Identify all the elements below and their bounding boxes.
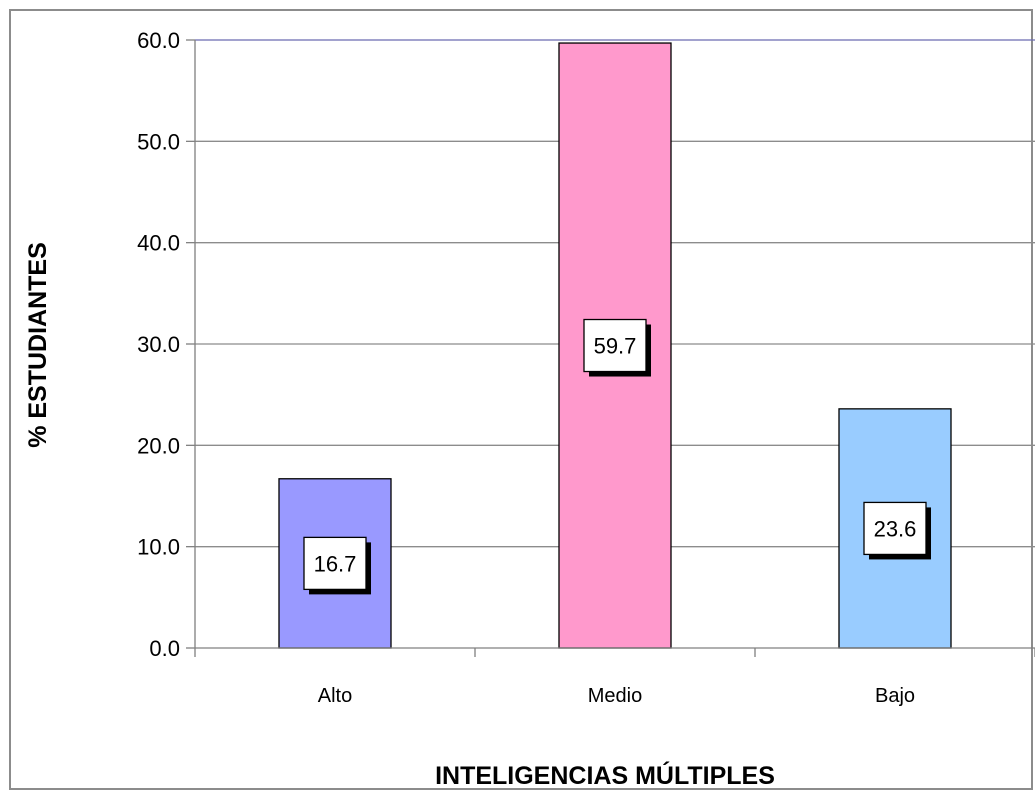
y-tick-label: 60.0 [137,28,180,53]
data-labels: 16.7 59.7 23.6 [303,318,931,595]
data-label-value: 23.6 [874,516,917,541]
data-label: 16.7 [303,536,371,595]
x-tick-label: Medio [588,685,642,707]
data-label: 23.6 [863,501,931,560]
y-axis-title: % ESTUDIANTES [24,242,52,448]
y-tick-label: 40.0 [137,231,180,256]
axes: 0.0 10.0 20.0 30.0 40.0 50.0 60.0 Alto Medio Bajo [137,28,1035,707]
data-label-box [303,536,367,591]
y-tick-label: 20.0 [137,433,180,458]
data-label-box [863,501,927,556]
y-tick-label: 30.0 [137,332,180,357]
data-label-value: 16.7 [314,551,357,576]
y-tick-label: 10.0 [137,535,180,560]
x-tick-label: Bajo [875,685,915,707]
x-tick-label: Alto [318,685,352,707]
x-axis-title: INTELIGENCIAS MÚLTIPLES [435,760,775,790]
y-tick-label: 50.0 [137,129,180,154]
data-label-box [583,318,647,373]
data-label: 59.7 [583,318,651,377]
y-tick-label: 0.0 [149,636,180,661]
chart-frame [9,9,1033,790]
data-label-value: 59.7 [594,334,637,359]
